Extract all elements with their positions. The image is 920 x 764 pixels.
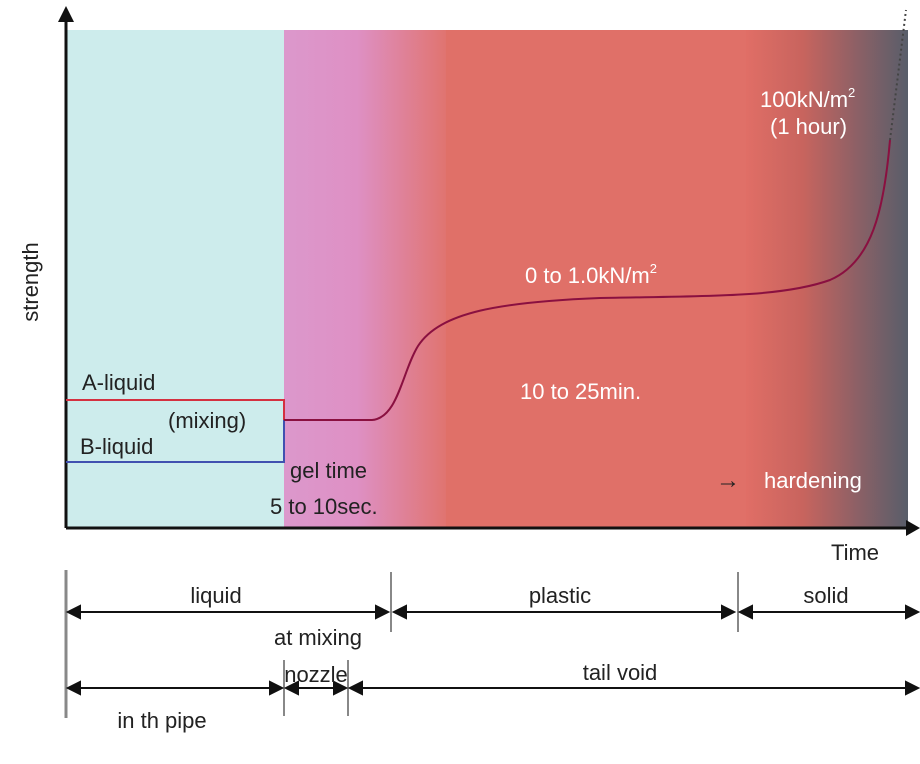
a-liquid-label: A-liquid [82, 370, 155, 395]
gel-time-value: 5 to 10sec. [270, 494, 378, 519]
at-mixing-label: at mixing [274, 625, 362, 650]
hardening-label: hardening [764, 468, 862, 493]
location-arrows [65, 680, 920, 696]
y-axis-arrowhead [58, 6, 74, 22]
nozzle-label: nozzle [284, 662, 348, 687]
b-liquid-label: B-liquid [80, 434, 153, 459]
curve-dotted-extension [889, 9, 907, 141]
phase-plastic-label: plastic [529, 583, 591, 608]
final-time-label: (1 hour) [770, 114, 847, 139]
gel-zone [284, 30, 446, 528]
final-strength-label: 100kN/m2 [760, 85, 855, 112]
mixing-label: (mixing) [168, 408, 246, 433]
phase-arrows [65, 604, 920, 620]
plastic-strength-sup: 2 [650, 261, 657, 276]
plastic-time-label: 10 to 25min. [520, 379, 641, 404]
phase-solid-label: solid [803, 583, 848, 608]
in-pipe-label: in th pipe [117, 708, 206, 733]
final-strength-sup: 2 [848, 85, 855, 100]
b-liquid-line [66, 420, 285, 463]
strength-curve [284, 139, 891, 421]
phase-liquid-label: liquid [190, 583, 241, 608]
plastic-strength-label: 0 to 1.0kN/m2 [525, 261, 657, 288]
liquid-zone [66, 30, 284, 528]
gel-time-label: gel time [290, 458, 367, 483]
tail-void-label: tail void [583, 660, 658, 685]
hardening-arrow: → [716, 467, 740, 494]
solid-zone [746, 30, 908, 528]
x-axis-label: Time [831, 540, 879, 565]
y-axis-label: strength [18, 242, 43, 322]
plastic-zone [446, 30, 746, 528]
a-liquid-line [66, 399, 285, 420]
x-axis-arrowhead [906, 520, 920, 536]
